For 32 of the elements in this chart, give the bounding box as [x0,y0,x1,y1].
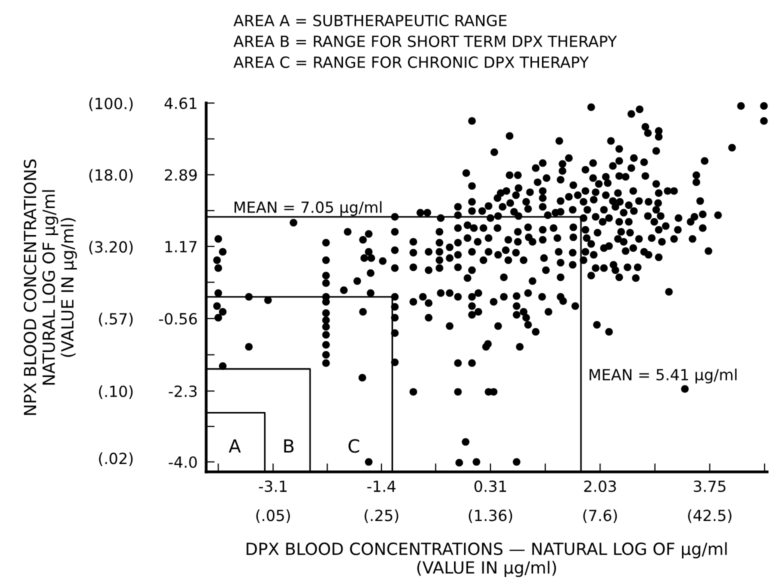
y-tick-label: -4.0 [168,456,197,468]
y2-tick-label: (.10) [99,385,133,399]
y2-axis-title: NPX BLOOD CONCENTRATIONS NATURAL LOG OF μg/ml (VALUE IN μg/ml) [24,159,77,415]
y-tick-label: 2.89 [164,169,197,181]
text: (.05) [256,509,290,524]
text: (1.36) [468,509,512,524]
text: AREA A = SUBTHERAPEUTIC RANGE [234,14,506,26]
y2-tick-label: (3.20) [89,240,133,255]
text: AREA C = RANGE FOR CHRONIC DPX THERAPY [234,56,589,68]
y2-tick-label: (.02) [99,452,133,466]
x-axis-title: DPX BLOOD CONCENTRATIONS — NATURAL LOG OF μg/ml (VALUE IN μg/ml) [246,542,727,578]
y-tick-label: -0.56 [159,312,197,325]
y-tick-label: -2.3 [168,386,197,398]
y-tick-label: 4.61 [164,98,196,110]
x-tick-label: 0.31 [474,480,506,492]
x-tick-label: -3.1 [258,480,287,492]
text: (.25) [364,509,398,524]
text: (42.5) [688,509,732,524]
x-tick-label: 2.03 [584,480,616,492]
annotation: C [348,439,360,453]
y2-tick-label: (.57) [99,312,133,326]
annotation: MEAN = 7.05 μg/ml [234,201,382,216]
y-tick-label: 1.17 [166,241,197,252]
x-tick-label: 3.75 [694,480,726,492]
text: AREA B = RANGE FOR SHORT TERM DPX THERAPY [234,36,617,48]
annotation: MEAN = 5.41 μg/ml [590,368,737,384]
y2-tick-label: (18.0) [89,168,133,183]
annotation: A [228,439,241,453]
annotation: B [284,439,294,453]
x-tick-label: -1.4 [367,480,396,492]
text: (7.6) [583,509,617,524]
y2-tick-label: (100.) [89,97,133,112]
